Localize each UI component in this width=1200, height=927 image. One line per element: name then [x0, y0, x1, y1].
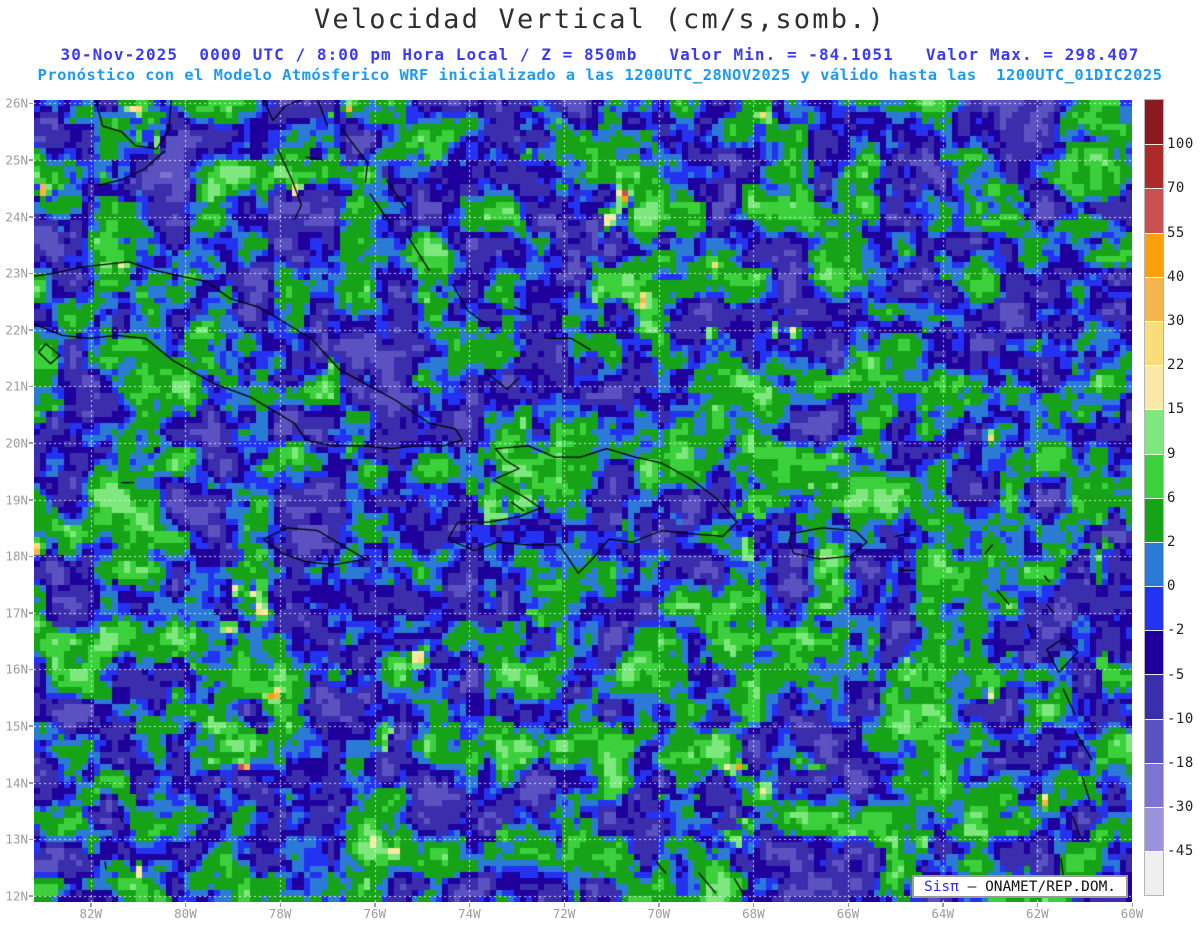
lat-tick	[29, 216, 33, 218]
colorbar-tick-label: 0	[1167, 578, 1176, 595]
lon-tick	[1131, 903, 1133, 907]
lat-label: 21N	[5, 378, 28, 394]
lat-label: 19N	[5, 492, 28, 508]
colorbar-tick-label: 15	[1167, 401, 1185, 418]
watermark-brand: Sisπ	[923, 878, 959, 895]
colorbar-tick-label: -45	[1167, 843, 1194, 860]
lon-tick	[847, 903, 850, 907]
lat-tick	[29, 895, 33, 897]
colorbar-tick-label: -10	[1167, 710, 1194, 727]
lat-tick	[29, 272, 33, 275]
lon-label: 82W	[79, 906, 103, 921]
lon-tick	[90, 903, 92, 907]
colorbar-segment	[1145, 453, 1163, 498]
colorbar-tick-label: 30	[1167, 313, 1185, 329]
colorbar-segment	[1145, 320, 1163, 366]
lat-label: 15N	[5, 718, 28, 734]
lat-tick	[29, 102, 33, 105]
watermark-org: — ONAMET/REP.DOM.	[958, 878, 1117, 895]
colorbar	[1144, 98, 1164, 897]
colorbar-segment	[1145, 851, 1163, 896]
colorbar-segment	[1145, 807, 1163, 852]
colorbar-segment	[1145, 144, 1163, 189]
colorbar-segment	[1145, 541, 1163, 587]
colorbar-segment	[1145, 586, 1163, 631]
colorbar-tick-label: 100	[1167, 136, 1194, 153]
lat-tick	[29, 499, 33, 501]
lat-label: 25N	[5, 152, 28, 168]
colorbar-tick-label: 55	[1167, 224, 1185, 241]
validity-line: 30-Nov-2025 0000 UTC / 8:00 pm Hora Loca…	[60, 45, 1140, 64]
lat-tick	[29, 385, 33, 388]
lat-tick	[29, 555, 33, 558]
lat-label: 12N	[5, 888, 28, 904]
lon-tick	[184, 903, 187, 907]
lon-tick	[942, 903, 944, 907]
lon-label: 72W	[552, 906, 576, 921]
lon-label: 68W	[742, 906, 765, 921]
lon-tick	[1036, 903, 1039, 907]
colorbar-segment	[1145, 100, 1163, 145]
colorbar-segment	[1145, 497, 1163, 542]
colorbar-tick-label: -30	[1167, 799, 1194, 816]
lon-tick	[752, 903, 755, 907]
colorbar-tick-label: 70	[1167, 180, 1185, 197]
colorbar-segment	[1145, 365, 1163, 410]
lat-tick	[29, 782, 33, 784]
lat-label: 26N	[5, 95, 28, 111]
colorbar-segment	[1145, 188, 1163, 233]
lon-label: 60W	[1120, 906, 1144, 921]
model-info-line: Pronóstico con el Modelo Atmósferico WRF…	[37, 66, 1163, 84]
colorbar-tick-label: -5	[1167, 666, 1185, 683]
colorbar-segment	[1145, 232, 1163, 277]
lon-tick	[468, 903, 471, 907]
colorbar-segment	[1145, 762, 1163, 807]
colorbar-segment	[1145, 630, 1163, 675]
lat-label: 20N	[5, 435, 28, 451]
lat-tick	[29, 159, 33, 161]
lon-tick	[374, 903, 376, 907]
lat-label: 17N	[5, 605, 28, 621]
lat-label: 13N	[5, 831, 28, 847]
lon-label: 80W	[174, 906, 197, 921]
colorbar-segment	[1145, 409, 1163, 454]
lat-tick	[29, 329, 33, 331]
lon-label: 66W	[836, 906, 860, 921]
lon-tick	[279, 903, 282, 907]
colorbar-tick-label: 2	[1167, 534, 1176, 550]
lon-label: 70W	[647, 906, 670, 921]
colorbar-tick-label: 9	[1167, 445, 1176, 462]
lat-label: 23N	[5, 265, 28, 281]
colorbar-tick-label: -2	[1167, 622, 1185, 639]
lat-tick	[29, 838, 33, 841]
colorbar-segment	[1145, 674, 1163, 719]
lon-label: 76W	[363, 906, 387, 921]
lon-label: 64W	[931, 906, 954, 921]
colorbar-tick-label: 22	[1167, 357, 1185, 374]
lon-label: 62W	[1026, 906, 1049, 921]
lon-label: 74W	[458, 906, 481, 921]
lat-tick	[29, 725, 33, 727]
lon-tick	[563, 903, 566, 907]
lon-tick	[658, 903, 660, 907]
vertical-velocity-field-map	[34, 100, 1132, 902]
lat-label: 24N	[5, 209, 28, 225]
lat-tick	[29, 668, 33, 671]
page-title: Velocidad Vertical (cm/s,somb.)	[313, 4, 887, 35]
lat-tick	[29, 442, 33, 444]
lat-label: 14N	[5, 775, 28, 791]
colorbar-segment	[1145, 276, 1163, 321]
colorbar-tick-label: 6	[1167, 489, 1176, 506]
lat-label: 16N	[5, 661, 28, 677]
lat-label: 18N	[5, 548, 28, 564]
lat-tick	[29, 612, 33, 614]
colorbar-tick-label: 40	[1167, 268, 1185, 285]
lat-label: 22N	[5, 322, 28, 338]
watermark: Sisπ — ONAMET/REP.DOM.	[912, 875, 1128, 898]
colorbar-tick-label: -18	[1167, 755, 1194, 771]
lon-label: 78W	[268, 906, 292, 921]
colorbar-segment	[1145, 718, 1163, 763]
